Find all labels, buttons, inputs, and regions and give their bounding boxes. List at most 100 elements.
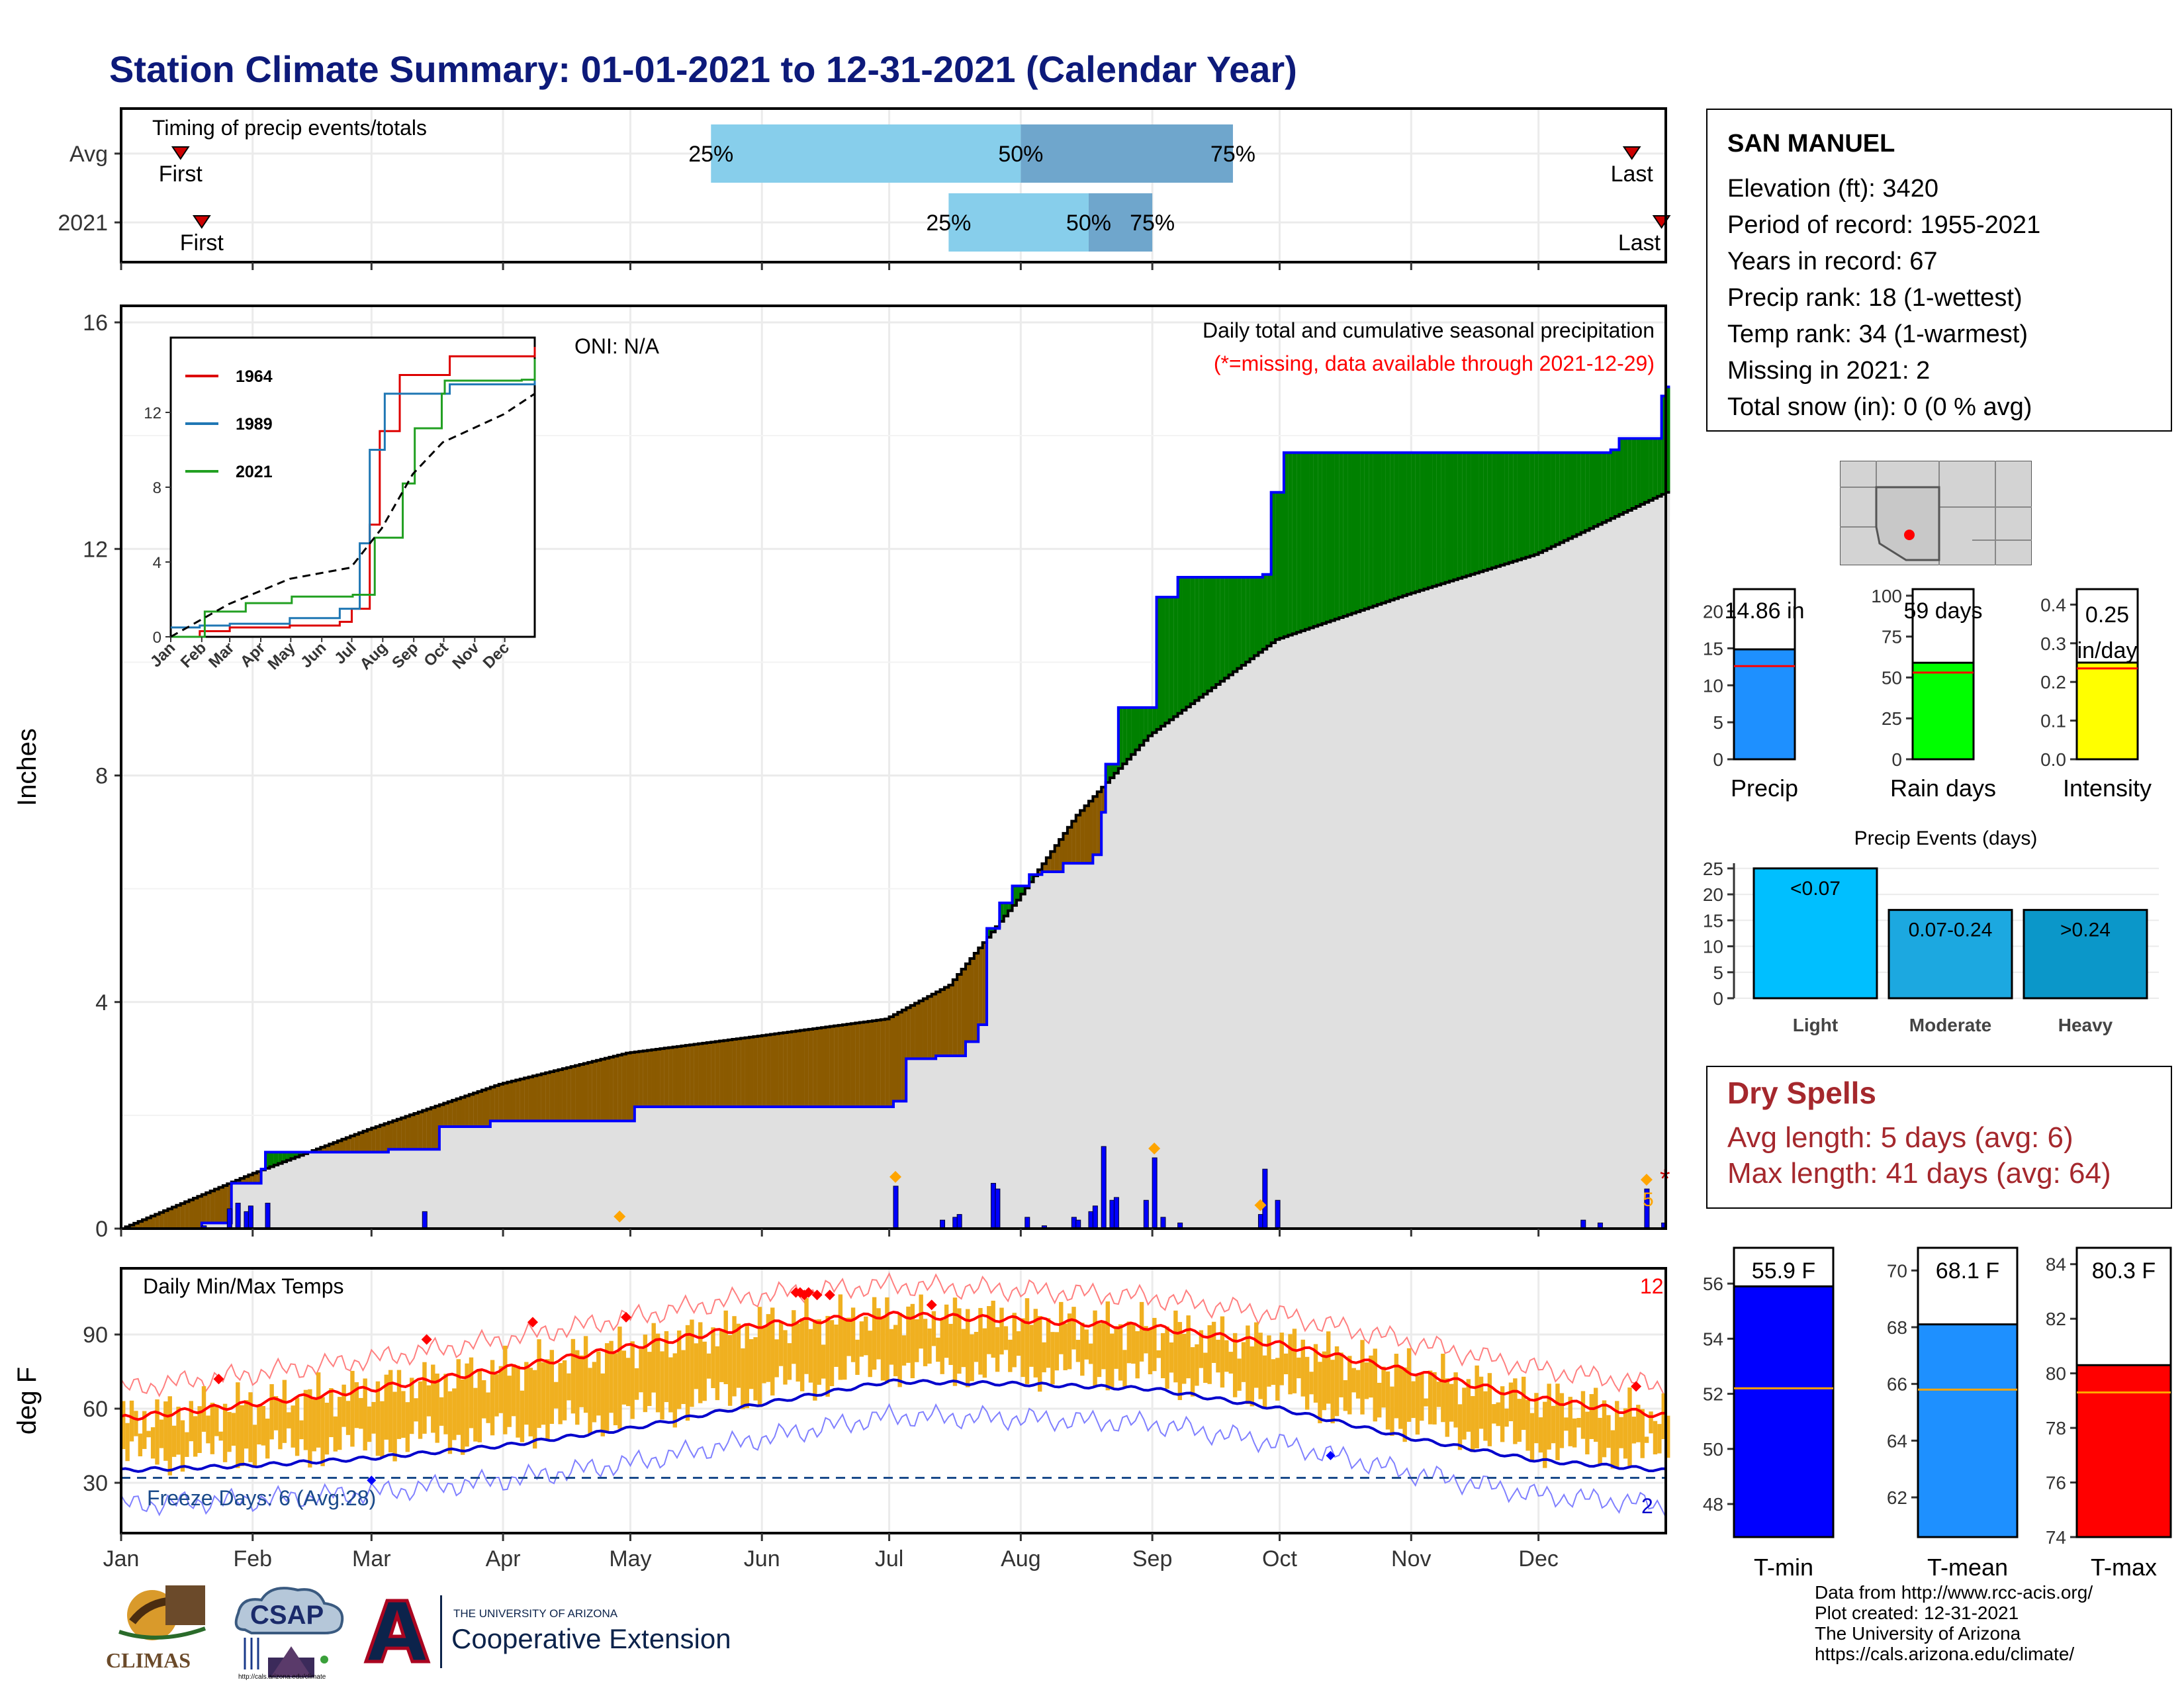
below-normal-fill [753,1036,758,1107]
temp-stat-label: T-min [1754,1554,1813,1581]
record-high-marker-icon [926,1299,937,1311]
daily-temp-range-bar [359,1397,363,1429]
daily-temp-range-bar [227,1411,232,1452]
above-normal-fill [1029,874,1034,882]
daily-temp-range-bar [1254,1322,1259,1388]
daily-temp-range-bar [129,1400,134,1442]
daily-temp-range-bar [1309,1372,1314,1395]
above-normal-fill [1190,577,1195,704]
above-normal-fill [1232,577,1238,672]
below-normal-fill [541,1074,546,1121]
above-normal-fill [1589,452,1594,529]
above-normal-fill [1653,438,1658,498]
below-normal-fill [1080,810,1085,864]
below-normal-fill [460,1097,465,1127]
below-normal-fill [248,1174,253,1184]
above-normal-fill [1415,452,1420,592]
above-normal-fill [1420,452,1424,590]
below-normal-fill [150,1216,156,1229]
daily-temp-range-bar [1360,1340,1365,1415]
daily-temp-range-bar [516,1366,520,1438]
daily-temp-range-bar [1411,1381,1416,1419]
below-normal-fill [567,1067,571,1121]
below-normal-fill [757,1036,762,1107]
below-normal-fill [889,1016,894,1107]
temp-stat-value: 55.9 F [1752,1258,1815,1284]
avg-max-temp-line [120,1310,1666,1421]
precip-y-tick-label: 4 [95,990,108,1015]
below-normal-fill [410,1115,414,1150]
below-normal-fill [1038,869,1042,875]
below-normal-fill [482,1090,486,1127]
daily-temp-range-bar [532,1370,537,1449]
daily-temp-range-bar [850,1307,856,1362]
below-normal-fill [621,1054,627,1121]
daily-temp-range-bar [952,1297,958,1386]
daily-temp-range-bar [821,1344,826,1379]
timing-panel-frame [120,107,1667,263]
precip-events-y-tick-label: 10 [1703,937,1723,957]
daily-temp-range-bar [375,1381,381,1456]
daily-temp-range-bar [978,1307,983,1375]
below-normal-fill [732,1039,737,1107]
month-label: Mar [352,1546,391,1571]
above-normal-fill [291,1152,295,1159]
daily-temp-range-bar [206,1415,210,1444]
daily-temp-range-bar [465,1363,469,1447]
daily-temp-range-bar [426,1385,432,1417]
below-normal-fill [821,1027,826,1107]
daily-temp-range-bar [252,1425,257,1468]
record-low-marker-icon [1326,1450,1336,1460]
daily-temp-range-bar [842,1317,847,1380]
daily-temp-range-bar [1555,1383,1560,1460]
inset-legend-label: 1964 [236,367,273,386]
above-normal-fill [1398,452,1403,598]
above-normal-fill [1466,452,1471,576]
daily-temp-range-bar [1657,1424,1662,1454]
below-normal-fill [672,1047,678,1107]
below-normal-fill [494,1086,499,1121]
below-normal-fill [901,1009,907,1102]
daily-temp-range-bar [299,1420,304,1440]
below-normal-fill [783,1032,788,1107]
above-normal-fill [1360,452,1365,610]
below-normal-fill [163,1210,168,1229]
daily-temp-range-bar [604,1343,610,1432]
timing-pct-label: 75% [1130,211,1175,236]
climas-logo-graphic [118,1585,206,1640]
above-normal-fill [287,1152,291,1160]
daily-temp-range-bar [486,1392,490,1423]
temp-stat-label: T-max [2091,1554,2157,1581]
daily-temp-range-bar [753,1337,758,1401]
page-title: Station Climate Summary: 01-01-2021 to 1… [109,48,1297,90]
above-normal-fill [1657,438,1662,496]
daily-temp-range-bar [966,1309,970,1387]
daily-temp-range-bar [1436,1382,1441,1407]
daily-temp-range-bar [341,1384,346,1427]
precip-events-y-tick-label: 5 [1713,962,1723,983]
daily-temp-range-bar [1619,1417,1623,1448]
daily-temp-range-bar [1046,1318,1051,1368]
below-normal-fill [384,1123,389,1152]
daily-temp-range-bar [1355,1370,1361,1399]
above-normal-fill [1271,492,1276,643]
above-normal-fill [1283,452,1289,637]
daily-temp-range-bar [1406,1348,1412,1422]
above-normal-fill [1394,452,1399,599]
above-normal-fill [1640,438,1645,504]
record-high-marker-icon [824,1289,835,1301]
above-normal-fill [1173,596,1178,717]
below-normal-fill [792,1031,796,1107]
bar-y-tick-label: 0 [1713,749,1723,770]
daily-temp-range-bar [579,1355,584,1407]
below-normal-fill [185,1201,189,1229]
below-normal-fill [719,1041,724,1107]
above-normal-fill [1177,577,1183,714]
record-high-marker-icon [1631,1381,1642,1392]
daily-temp-range-bar [1525,1399,1530,1451]
above-normal-fill [1666,387,1670,492]
below-normal-fill [668,1047,673,1107]
record-high-marker-icon [811,1289,823,1301]
month-label: Jan [103,1546,140,1571]
below-normal-fill [664,1048,669,1107]
